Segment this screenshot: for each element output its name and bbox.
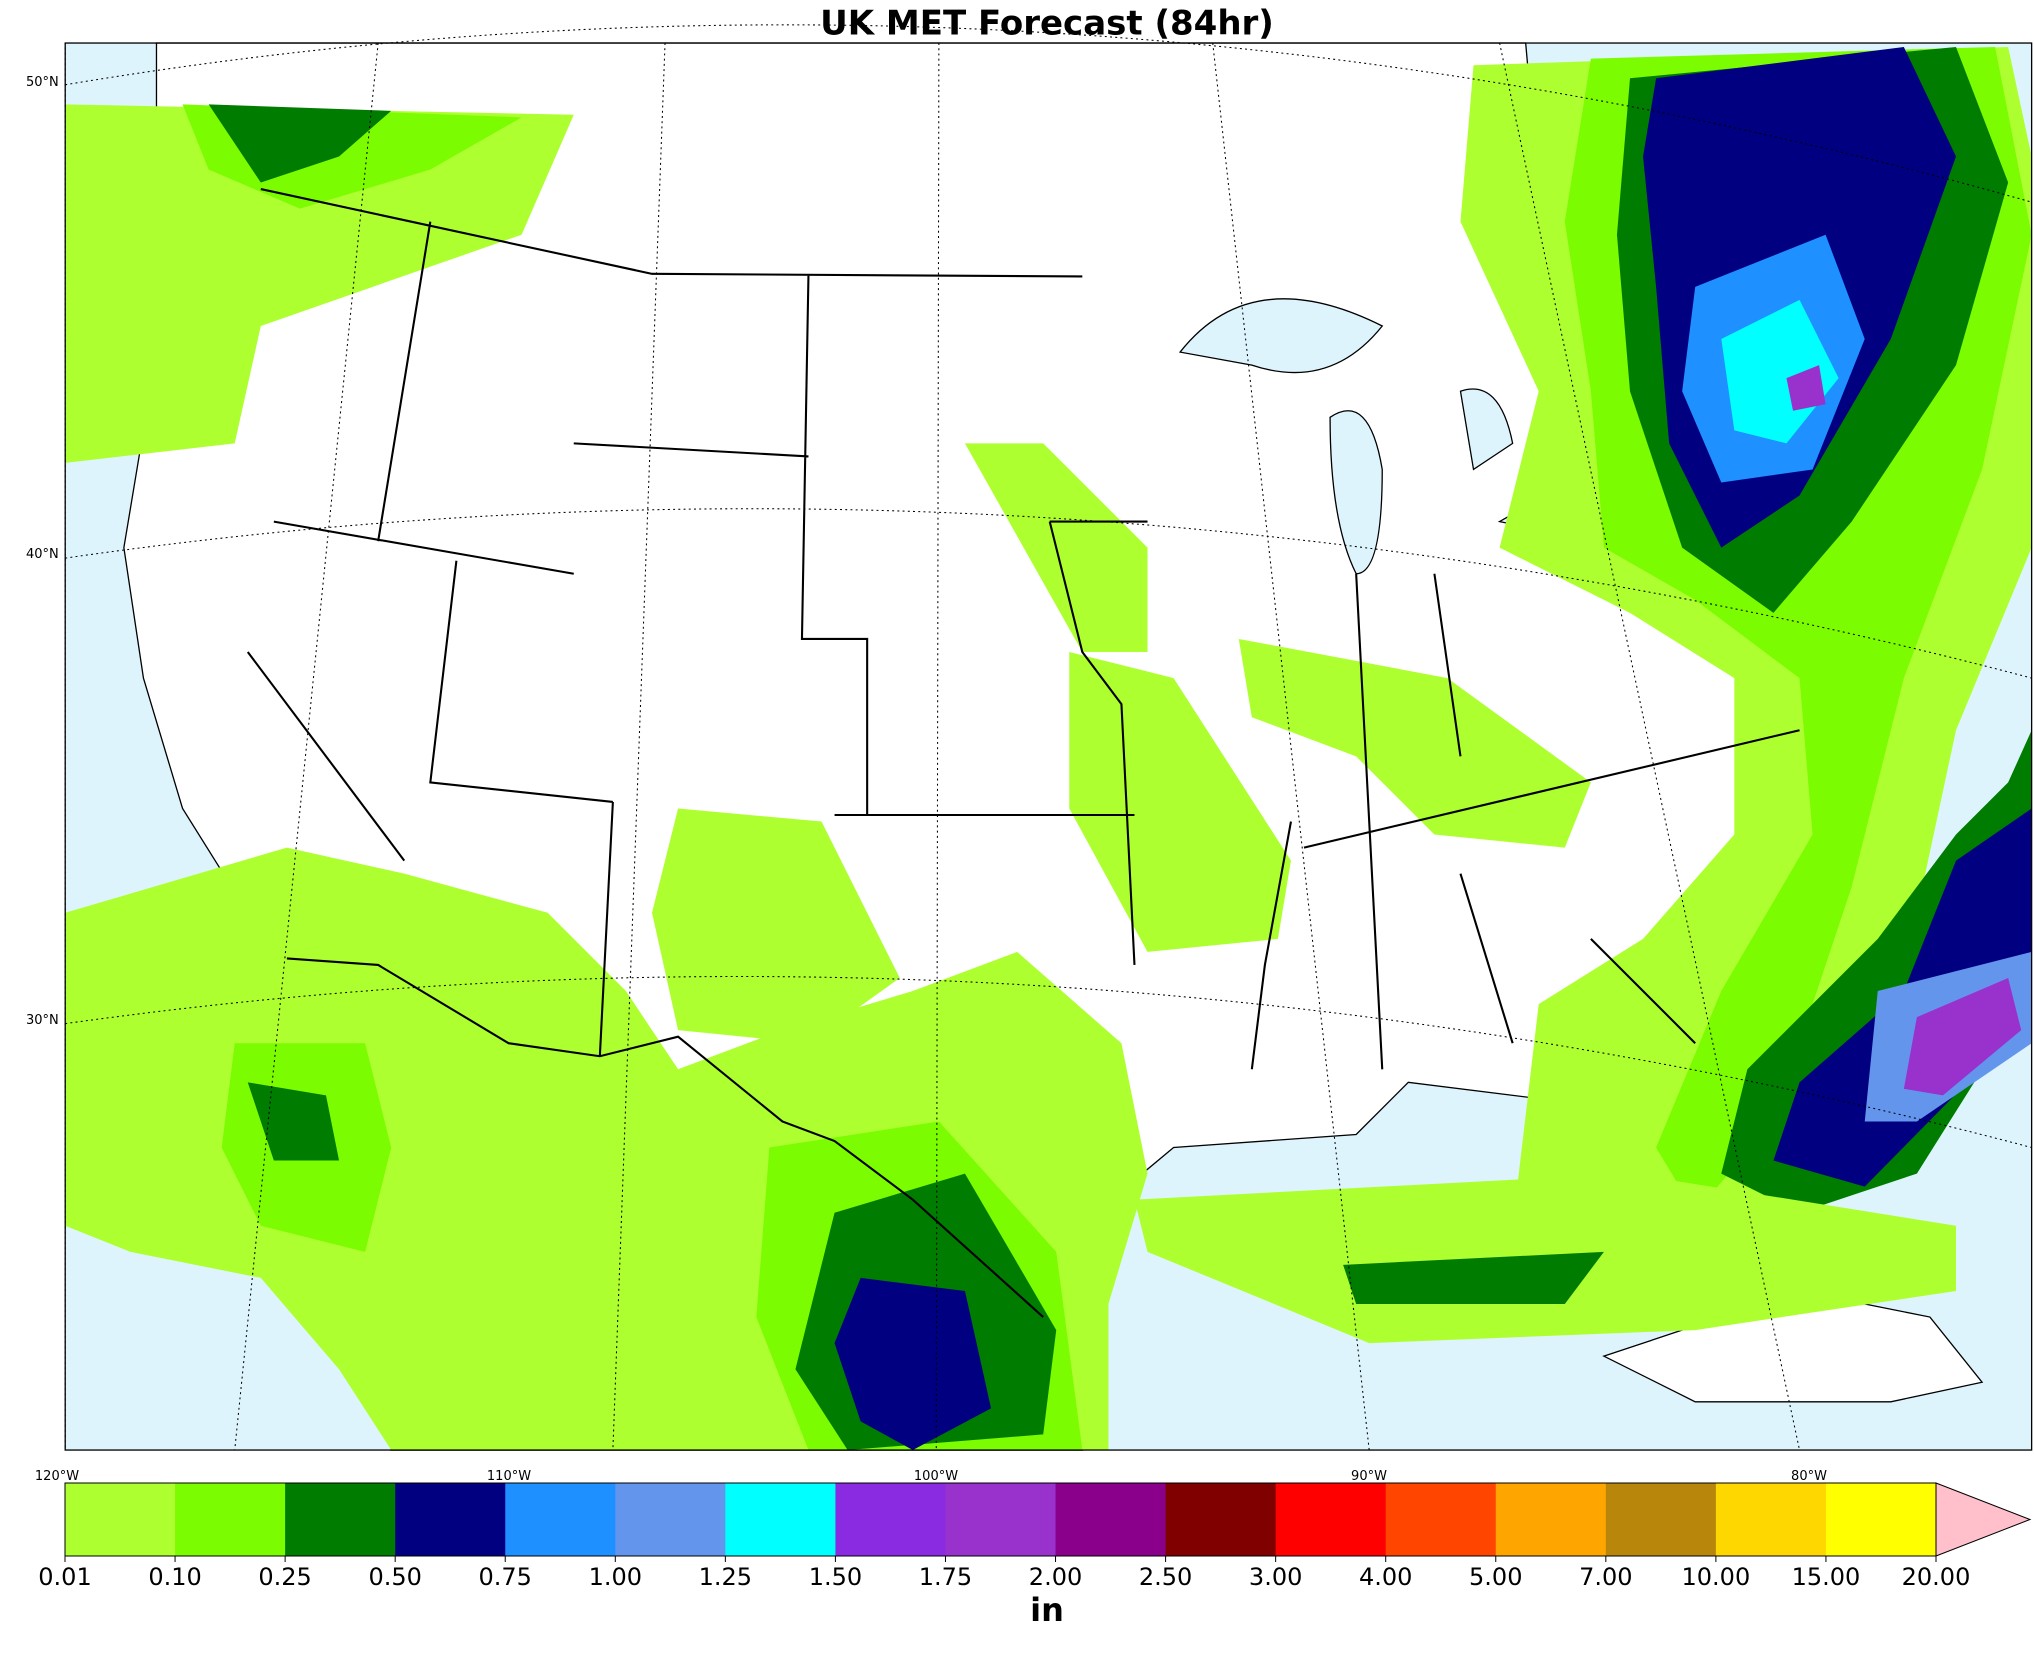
colorbar-tick-label: 0.25 <box>258 1563 311 1591</box>
colorbar-tick-label: 1.50 <box>809 1563 862 1591</box>
lat-label: 40°N <box>26 547 59 562</box>
colorbar-unit: in <box>1030 1591 1064 1629</box>
colorbar-extend <box>1935 1482 2032 1557</box>
colorbar-tick-label: 0.75 <box>479 1563 532 1591</box>
colorbar-tick-label: 10.00 <box>1682 1563 1751 1591</box>
colorbar-tick-label: 15.00 <box>1792 1563 1861 1591</box>
colorbar-tick-label: 0.01 <box>38 1563 91 1591</box>
colorbar-tick-label: 5.00 <box>1469 1563 1522 1591</box>
colorbar-segment <box>835 1483 946 1556</box>
colorbar-tick-label: 0.50 <box>368 1563 421 1591</box>
colorbar-segment <box>505 1483 616 1556</box>
colorbar-segment <box>1055 1483 1167 1556</box>
colorbar-tick-label: 1.25 <box>699 1563 752 1591</box>
colorbar-tick-label: 0.10 <box>148 1563 201 1591</box>
colorbar-segment <box>1605 1483 1717 1556</box>
precip <box>65 46 2032 1451</box>
colorbar-tick-label: 2.00 <box>1029 1563 1082 1591</box>
colorbar-segment <box>1165 1483 1277 1556</box>
colorbar-tick-label: 1.75 <box>919 1563 972 1591</box>
colorbar-tick-label: 1.00 <box>589 1563 642 1591</box>
colorbar-segment <box>945 1483 1057 1556</box>
title: UK MET Forecast (84hr) <box>820 4 1274 44</box>
colorbar-segment <box>285 1483 396 1556</box>
colorbar-frame <box>64 1482 1937 1557</box>
colorbar-segment <box>725 1483 836 1556</box>
colorbar-segment <box>395 1483 506 1556</box>
lake <box>1178 298 1593 575</box>
colorbar-segment <box>1495 1483 1607 1556</box>
lat-label: 30°N <box>26 1013 59 1028</box>
colorbar-segment <box>175 1483 286 1556</box>
colorbar-segment <box>615 1483 726 1556</box>
map-frame <box>64 42 2033 1451</box>
colorbar-tick-label: 20.00 <box>1902 1563 1971 1591</box>
colorbar-tick-label: 3.00 <box>1249 1563 1302 1591</box>
colorbar-tick-label: 4.00 <box>1359 1563 1412 1591</box>
lon-label: 80°W <box>1791 1469 1827 1484</box>
lon-label: 110°W <box>487 1469 531 1484</box>
lon-label: 90°W <box>1351 1469 1387 1484</box>
colorbar-tick-label: 2.50 <box>1139 1563 1192 1591</box>
colorbar-tick-label: 7.00 <box>1579 1563 1632 1591</box>
colorbar-segment <box>1275 1483 1387 1556</box>
lon-label: 120°W <box>35 1469 79 1484</box>
colorbar-segment <box>1825 1483 1937 1556</box>
colorbar-segment <box>65 1483 176 1556</box>
map <box>64 24 2033 1451</box>
colorbar-segment <box>1385 1483 1497 1556</box>
lat-label: 50°N <box>26 75 59 90</box>
lon-label: 100°W <box>914 1469 958 1484</box>
borders <box>64 24 2032 1451</box>
colorbar-segment <box>1715 1483 1827 1556</box>
